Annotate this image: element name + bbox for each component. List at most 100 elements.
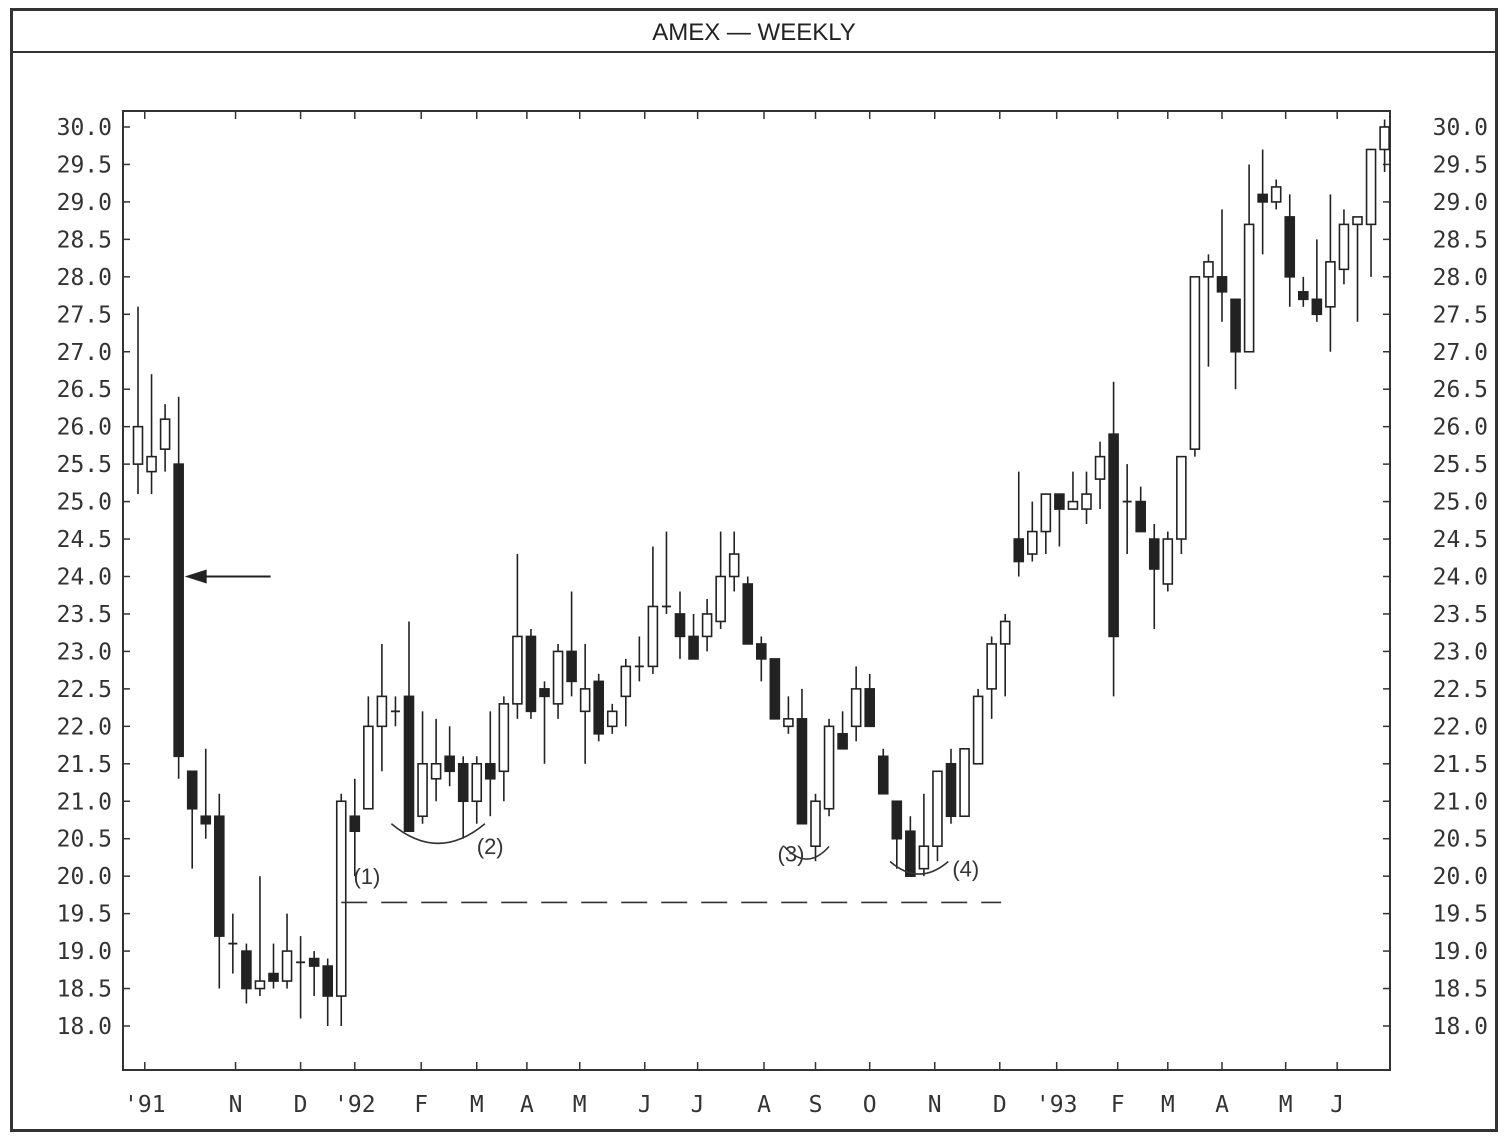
candle-body-up [1176,455,1187,540]
candle-body-up [620,665,632,698]
y-tick-label-right: 26.0 [1433,415,1488,441]
candle [932,770,943,862]
candle-body-down [769,658,781,720]
candle [1081,471,1092,525]
candle [891,800,903,869]
candle [742,576,754,645]
candle [1298,276,1309,307]
x-tick-label: A [520,1092,534,1118]
candle [471,756,483,824]
y-tick-label-left: 18.5 [57,977,112,1003]
y-tick-label-right: 24.5 [1433,527,1488,553]
candle [755,636,767,682]
candle [972,688,984,765]
candle [268,943,279,989]
annotation-label: (3) [778,842,805,867]
x-tick-label: J [1330,1092,1344,1118]
candle-body-up [823,725,835,810]
y-tick-label-right: 19.0 [1433,939,1488,965]
y-tick-label-right: 27.0 [1433,340,1488,366]
candle-body-down [593,680,605,735]
x-tick-label: M [470,1092,484,1118]
candle-body-down [457,762,469,803]
candle [228,913,238,974]
candle-body-down [186,770,198,810]
candle [634,636,644,682]
x-tick-label: M [1161,1092,1175,1118]
y-tick-label-left: 24.0 [57,565,112,591]
candle [417,711,428,824]
candle [1325,194,1336,352]
candle-body-up [498,703,510,773]
y-tick-label-right: 20.5 [1433,827,1488,853]
y-tick-label-right: 22.5 [1433,677,1488,703]
candle-body-down [1135,500,1146,533]
candle [1176,455,1187,555]
candle [457,756,469,839]
y-tick-label-left: 22.5 [57,677,112,703]
candle [877,748,889,795]
candle-body-down [688,635,699,660]
candle-body-up [999,620,1011,645]
x-tick-label: N [229,1092,243,1118]
candle [376,643,388,772]
chart-title: AMEX — WEEKLY [13,11,1495,53]
candle-body-up [850,688,862,728]
y-tick-label-right: 19.5 [1433,902,1488,928]
candle [1148,524,1160,629]
candle [484,711,496,817]
candle [200,748,212,839]
candle-body-up [986,643,997,690]
x-tick-label: '93 [1036,1092,1078,1118]
candle-body-down [864,688,876,728]
candle-body-up [606,710,618,728]
candle-body-down [403,695,415,833]
candle [606,703,618,734]
candle-body-up [1352,216,1363,226]
candle-body-up [701,613,713,638]
candle [1054,493,1065,547]
candle [850,666,862,742]
candle-body-down [200,815,212,825]
candle-body-up [335,800,347,997]
candle [1162,531,1174,592]
candle [837,711,848,750]
candle-body-down [349,815,361,833]
candle [593,673,605,742]
candle [390,696,400,727]
x-tick-label: M [573,1092,587,1118]
candle-body-down [877,755,889,795]
annotation-label: (2) [477,834,504,859]
candle-body-up [376,695,388,728]
candle [1027,501,1038,562]
candle-body-down [742,583,754,645]
candle-body-up [1067,500,1079,510]
y-tick-label-left: 28.5 [57,227,112,253]
candle-body-up [1081,493,1092,510]
x-tick-label: F [1111,1092,1125,1118]
candle [918,793,930,877]
candle [986,636,997,719]
y-tick-label-left: 28.0 [57,265,112,291]
candle [498,696,510,802]
y-tick-label-right: 20.0 [1433,864,1488,890]
candle [620,658,632,727]
candle [1094,441,1106,510]
y-tick-label-right: 25.5 [1433,452,1488,478]
candle [349,778,361,877]
y-tick-label-right: 26.5 [1433,377,1488,403]
x-tick-label: J [638,1092,652,1118]
candle-body-down [905,830,916,877]
candle [566,591,577,697]
candle [647,546,659,674]
x-tick-label: D [294,1092,308,1118]
candle [796,688,808,825]
pattern-curve-4 [889,860,949,875]
overlays: (1) (2) (3) (4) [184,569,1002,904]
candle [1189,276,1201,457]
candle-body-up [783,718,794,728]
candle [403,621,415,833]
x-tick-label: F [414,1092,428,1118]
candle-body-down [539,688,550,698]
